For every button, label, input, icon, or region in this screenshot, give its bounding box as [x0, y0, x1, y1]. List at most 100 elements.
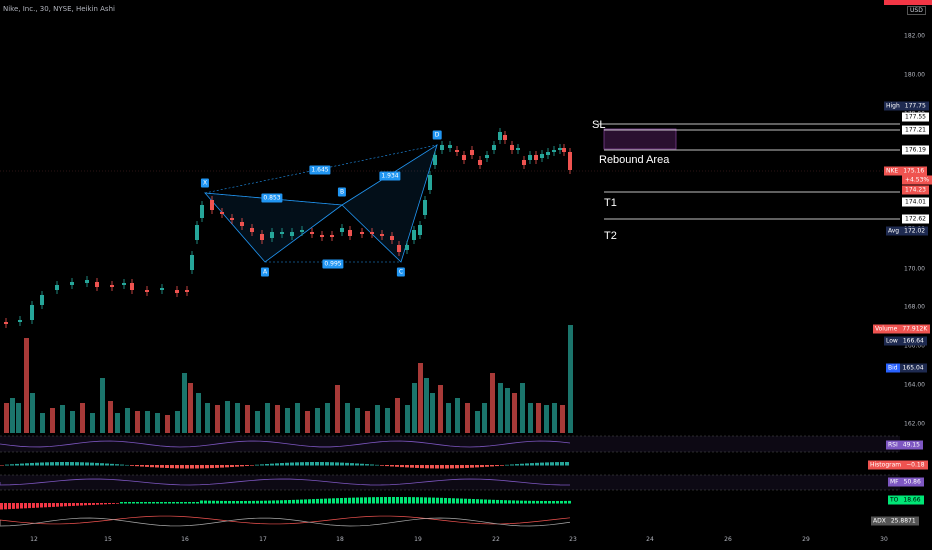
histogram-bar — [200, 465, 204, 469]
to-bar — [400, 497, 403, 504]
time-axis-label: 29 — [802, 536, 810, 543]
volume-bar — [100, 378, 105, 433]
currency-button[interactable]: USD — [907, 6, 926, 15]
candle-body — [195, 225, 199, 240]
mf-line — [0, 478, 571, 486]
candle-body — [558, 148, 562, 150]
histogram-bar — [315, 462, 319, 466]
to-bar — [440, 497, 443, 504]
volume-bar — [305, 411, 310, 433]
ratio-ac: 0.995 — [322, 259, 344, 269]
volume-bar — [505, 388, 510, 433]
symbol-header: Nike, Inc., 30, NYSE, Heikin Ashi — [3, 5, 115, 13]
to-bar — [296, 499, 299, 504]
volume-bar — [465, 403, 470, 433]
histogram-bar — [385, 465, 389, 467]
candle-body — [18, 320, 22, 322]
histogram-bar — [510, 464, 514, 466]
volume-bar — [235, 403, 240, 433]
to-bar — [456, 498, 459, 504]
candle-body — [320, 235, 324, 237]
to-bar — [396, 497, 399, 504]
top-price-flag — [884, 0, 932, 5]
histogram-bar — [265, 463, 269, 466]
histogram-bar — [25, 463, 29, 466]
histogram-bar — [430, 465, 434, 469]
histogram-bar — [455, 465, 459, 469]
histogram-bar — [125, 464, 129, 466]
histogram-bar — [235, 465, 239, 467]
to-bar — [260, 500, 263, 504]
sl-label: SL — [592, 119, 606, 131]
nke-price-tag: NKE 175.16 — [884, 166, 928, 176]
to-bar — [80, 503, 83, 506]
candle-body — [440, 145, 444, 150]
to-bar — [312, 499, 315, 504]
histogram-bar — [135, 465, 139, 467]
histogram-bar — [505, 464, 509, 466]
to-bar — [24, 503, 27, 509]
to-bar — [480, 499, 483, 504]
candle-body — [260, 234, 264, 240]
candle-body — [122, 283, 126, 285]
candle-body — [485, 155, 489, 158]
to-bar — [252, 500, 255, 504]
indicator-band — [0, 475, 900, 490]
histogram-bar — [460, 465, 464, 469]
histogram-bar — [70, 462, 74, 466]
histogram-bar — [535, 462, 539, 466]
to-bar — [272, 500, 275, 504]
volume-bar — [182, 373, 187, 433]
to-bar — [528, 500, 531, 504]
volume-bar — [355, 408, 360, 433]
volume-bar — [108, 401, 113, 433]
to-bar — [464, 498, 467, 504]
to-bar — [224, 500, 227, 504]
high-tag: High 177.75 — [884, 101, 929, 111]
price-axis-label: 170.00 — [904, 265, 925, 273]
candle-body — [552, 150, 556, 152]
histogram-bar — [300, 462, 304, 466]
to-bar — [520, 500, 523, 504]
histogram-bar — [210, 465, 214, 469]
to-bar — [372, 497, 375, 504]
to-bar — [452, 498, 455, 504]
histogram-bar — [190, 465, 194, 469]
to-bar — [84, 503, 87, 506]
to-bar — [248, 500, 251, 504]
histogram-bar — [50, 462, 54, 466]
pattern-point-b: B — [337, 187, 347, 197]
candle-body — [175, 290, 179, 293]
histogram-bar — [295, 462, 299, 466]
histogram-bar — [220, 465, 224, 468]
to-bar — [60, 503, 63, 507]
histogram-bar — [550, 462, 554, 466]
time-axis-label: 24 — [646, 536, 654, 543]
histogram-bar — [105, 463, 109, 466]
to-bar — [512, 500, 515, 504]
to-bar — [320, 498, 323, 504]
to-bar — [436, 497, 439, 504]
to-bar — [304, 499, 307, 504]
histogram-bar — [230, 465, 234, 468]
histogram-bar — [400, 465, 404, 468]
mf-tag: MF 50.86 — [888, 477, 924, 487]
price-axis-label: 164.00 — [904, 381, 925, 389]
histogram-bar — [390, 465, 394, 467]
volume-bar — [90, 413, 95, 433]
histogram-bar — [130, 465, 134, 466]
to-bar — [56, 503, 59, 507]
to-bar — [420, 497, 423, 504]
rsi-tag: RSI 49.15 — [886, 440, 923, 450]
candle-body — [220, 212, 224, 214]
to-bar — [432, 497, 435, 504]
volume-bar — [215, 405, 220, 433]
candle-body — [397, 245, 401, 252]
histogram-bar — [560, 462, 564, 466]
histogram-bar — [530, 463, 534, 466]
histogram-bar — [355, 463, 359, 466]
time-axis-label: 19 — [414, 536, 422, 543]
histogram-bar — [320, 462, 324, 466]
volume-bar — [165, 415, 170, 433]
